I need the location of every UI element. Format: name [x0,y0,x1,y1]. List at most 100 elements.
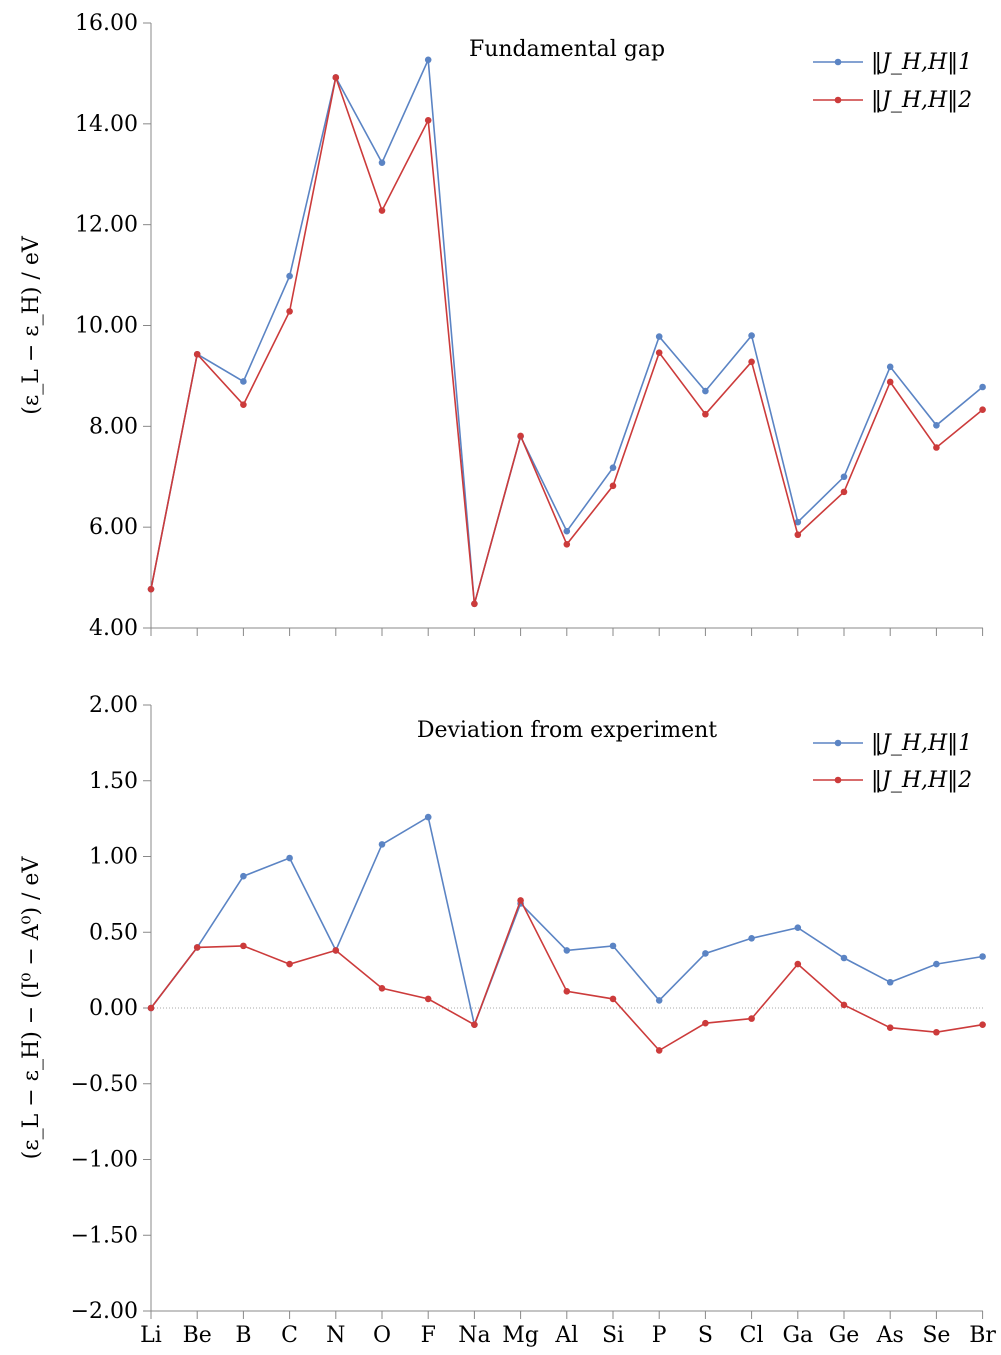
y-tick-label: −2.00 [71,1299,138,1324]
y-tick-label: 16.00 [75,11,138,36]
x-tick-label: Br [969,1323,996,1348]
x-tick-label: P [652,1323,667,1348]
data-point [748,332,755,339]
data-point [979,406,986,413]
y-axis-label: (ε_L − ε_H) − (I⁰ − A⁰) / eV [19,856,44,1160]
legend-swatch-marker [834,739,842,747]
y-tick-label: 1.50 [89,769,138,794]
y-tick-label: −0.50 [71,1072,138,1097]
series-line-2 [150,74,984,605]
x-tick-label: F [421,1323,436,1348]
x-tick-label: Si [602,1323,624,1348]
data-point [378,841,386,848]
data-point [332,74,340,81]
legend-label: ‖J_H,H‖1 [871,50,972,75]
data-point [240,378,247,385]
x-tick-label: Se [922,1323,950,1348]
data-point [702,410,709,418]
x-tick-label: B [235,1323,251,1348]
data-point [748,935,755,942]
x-tick-label: S [698,1323,713,1348]
x-tick-label: Mg [502,1323,539,1348]
series-line-2 [150,898,983,1052]
data-point [794,518,802,526]
data-point [378,207,386,214]
y-tick-label: −1.00 [71,1148,138,1173]
data-point [286,272,293,280]
data-point [794,924,802,932]
x-tick-label: O [373,1323,391,1348]
data-point [147,585,155,593]
data-point [517,432,524,440]
y-tick-label: 8.00 [89,414,138,439]
y-tick-label: 14.00 [75,112,138,137]
x-tick-label: Li [140,1323,162,1348]
data-point [424,995,432,1003]
data-point [933,422,940,429]
data-point [702,387,709,395]
data-point [563,527,571,535]
data-point [840,1001,848,1009]
data-point [933,444,940,451]
data-point [655,997,663,1004]
data-point [886,378,894,386]
legend-swatch-marker [834,776,842,784]
data-point [332,947,340,954]
legend-swatch-marker [834,96,842,104]
x-tick-label: C [281,1323,298,1348]
data-point [979,953,986,960]
data-point [471,600,478,608]
data-point [609,995,617,1003]
data-point [840,473,848,481]
data-point [933,960,940,968]
data-point [147,1004,155,1012]
data-point [193,350,201,358]
x-tick-label: Cl [740,1323,764,1348]
chart-panel-1: 4.00 6.00 8.00 10.00 12.00 14.00 16.00 (ε_L − ε… [19,11,986,641]
data-point [563,541,571,548]
x-tick-label: Ga [782,1323,813,1348]
data-point [424,117,432,124]
data-point [240,872,247,880]
x-tick-label: As [876,1323,904,1348]
y-tick-label: 10.00 [75,314,138,339]
data-point [286,308,293,315]
data-point [193,944,201,951]
y-tick-label: 4.00 [89,616,138,641]
data-point [286,960,293,968]
data-point [240,401,247,408]
data-point [378,159,386,166]
data-point [609,464,617,471]
y-tick-label: −1.50 [71,1223,138,1248]
legend-label: ‖J_H,H‖2 [871,768,972,793]
data-point [424,813,432,821]
data-point [609,482,617,490]
data-point [378,985,386,992]
y-tick-label: 6.00 [89,515,138,540]
data-point [794,960,802,968]
legend-label: ‖J_H,H‖2 [871,88,972,113]
data-point [979,383,986,391]
y-tick-label: 0.50 [89,920,138,945]
y-axis-label: (ε_L − ε_H) / eV [19,235,44,415]
y-tick-label: 0.00 [89,996,138,1021]
data-point [517,897,524,904]
legend-swatch-marker [834,58,842,66]
data-point [286,854,293,862]
x-tick-label: Be [183,1323,212,1348]
data-point [886,1024,894,1031]
legend-label: ‖J_H,H‖1 [871,731,972,756]
series-line-1 [150,56,984,605]
data-point [748,358,755,366]
x-tick-label: Al [554,1323,578,1348]
data-point [886,978,894,986]
data-point [563,988,571,995]
data-point [748,1015,755,1022]
y-tick-label: 2.00 [89,693,138,718]
data-point [424,56,432,64]
data-point [609,942,617,950]
y-tick-label: 1.00 [89,845,138,870]
x-tick-label: N [326,1323,345,1348]
data-point [979,1021,986,1028]
data-point [655,349,663,357]
